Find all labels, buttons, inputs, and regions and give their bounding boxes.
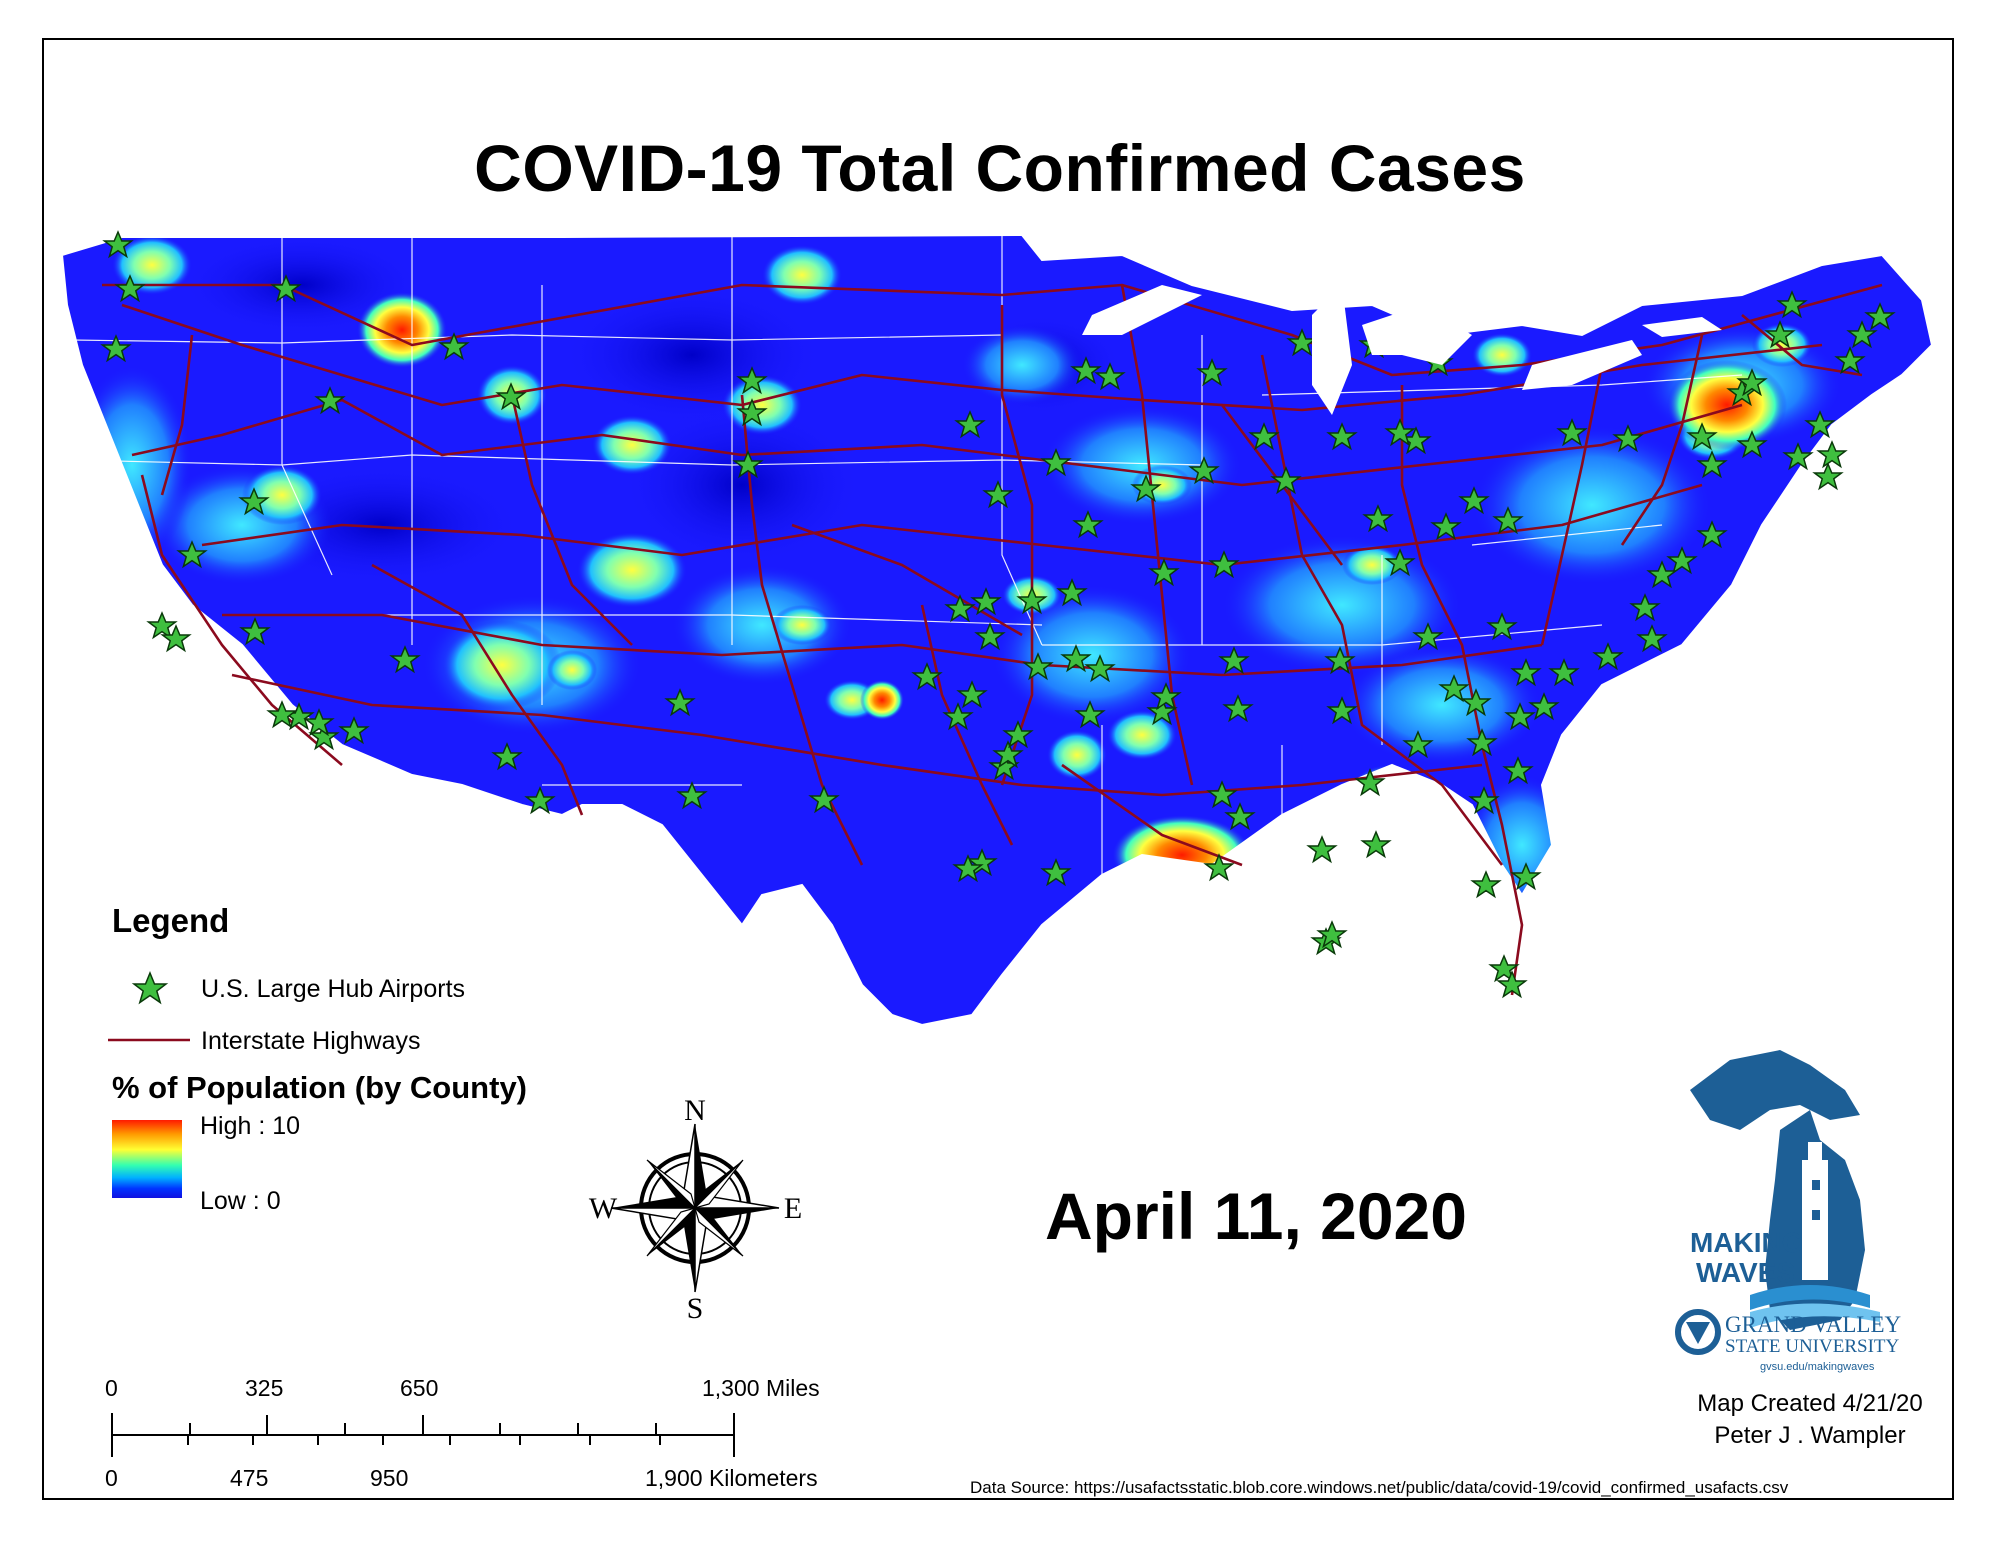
scale-mi-325: 325 <box>245 1375 284 1401</box>
scale-ruler <box>111 1413 735 1457</box>
logo-waves: WAVES <box>1696 1257 1795 1288</box>
logo-making: MAKING <box>1690 1227 1804 1258</box>
compass-rose-icon: N S E W <box>589 1094 802 1325</box>
scale-km-0: 0 <box>105 1465 118 1491</box>
logo-url: gvsu.edu/makingwaves <box>1760 1361 1875 1373</box>
compass-e: E <box>784 1192 802 1225</box>
logo-university-2: STATE UNIVERSITY <box>1725 1336 1899 1357</box>
map-date: April 11, 2020 <box>1045 1179 1467 1253</box>
map-title: COVID-19 Total Confirmed Cases <box>474 131 1526 205</box>
airport-star-icon <box>131 971 169 1005</box>
scale-km-475: 475 <box>230 1465 269 1491</box>
ramp-low-label: Low : 0 <box>200 1187 281 1215</box>
legend-airports-label: U.S. Large Hub Airports <box>201 975 466 1003</box>
us-heat-map <box>60 231 1934 1027</box>
compass-s: S <box>687 1292 704 1320</box>
logo-university-1: GRAND VALLEY <box>1725 1312 1902 1337</box>
compass-w: W <box>589 1192 618 1225</box>
map-author: Peter J . Wampler <box>1714 1422 1906 1449</box>
legend-highways-label: Interstate Highways <box>201 1027 421 1055</box>
ramp-high-label: High : 10 <box>200 1112 301 1140</box>
gvsu-logo: MAKING WAVES GRAND VALLEY STATE UNIVERSI… <box>1670 1050 1910 1375</box>
scale-km-950: 950 <box>370 1465 409 1491</box>
population-heading: % of Population (by County) <box>112 1070 528 1105</box>
great-lakes <box>1082 285 1722 415</box>
compass-rose: N S E W <box>585 1090 805 1325</box>
scale-mi-650: 650 <box>400 1375 439 1401</box>
interstate-highways <box>102 283 1883 996</box>
data-source: Data Source: https://usafactsstatic.blob… <box>970 1478 1789 1497</box>
scale-mi-0: 0 <box>105 1375 118 1401</box>
scale-km-1900: 1,900 Kilometers <box>645 1465 818 1491</box>
us-outline <box>60 233 1934 1027</box>
compass-n: N <box>684 1094 706 1127</box>
state-boundaries <box>71 235 1743 875</box>
map-created: Map Created 4/21/20 <box>1697 1390 1923 1417</box>
color-ramp <box>112 1120 182 1198</box>
legend-heading: Legend <box>112 902 230 939</box>
scale-mi-1300: 1,300 Miles <box>702 1375 820 1401</box>
highway-line-icon <box>108 1038 190 1042</box>
michigan-lighthouse-logo-icon: MAKING WAVES <box>1690 1050 1880 1330</box>
gvsu-wordmark: GRAND VALLEY STATE UNIVERSITY gvsu.edu/m… <box>1675 1309 1902 1373</box>
